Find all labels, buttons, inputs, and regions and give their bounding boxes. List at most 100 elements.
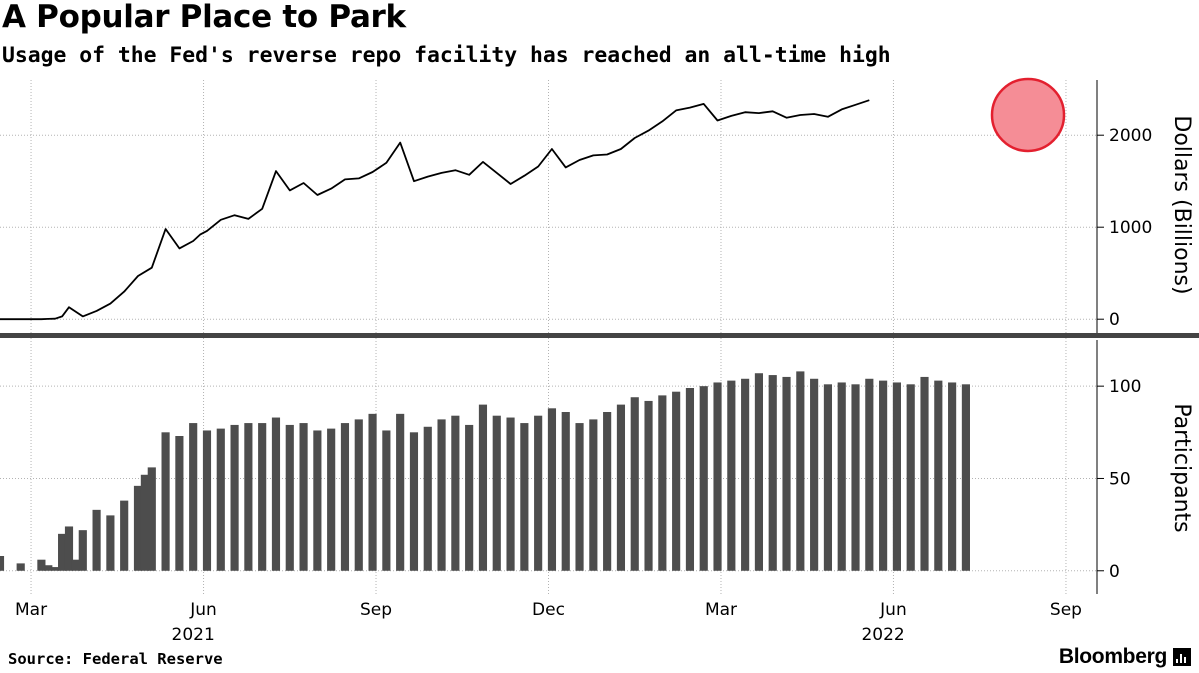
top-y-axis-title: Dollars (Billions) (1169, 115, 1194, 294)
bar (78, 530, 87, 571)
bar (465, 424, 474, 571)
bar (865, 378, 874, 571)
bar (189, 423, 198, 571)
bar (0, 556, 5, 571)
bar (796, 371, 805, 571)
bar (71, 559, 80, 571)
terminal-icon (1173, 648, 1191, 666)
bar (547, 408, 557, 571)
bar (299, 423, 308, 571)
x-tick-label: Jun (189, 600, 217, 620)
bar (382, 430, 391, 571)
bar (92, 509, 101, 571)
bar (685, 388, 695, 571)
bar (644, 400, 653, 571)
bar (892, 382, 901, 571)
line-panel (0, 77, 1066, 321)
bar (672, 391, 681, 571)
x-tick-label: Dec (532, 600, 565, 620)
bar (934, 380, 943, 571)
bar (561, 412, 570, 571)
bar (396, 413, 405, 571)
brand-name: Bloomberg (1058, 645, 1167, 668)
bar (534, 415, 543, 571)
bar (120, 500, 129, 571)
bar (106, 515, 115, 571)
bar-panel (0, 371, 970, 571)
bar (147, 467, 156, 571)
top-y-tick-label: 1000 (1109, 218, 1152, 238)
bar (810, 378, 819, 571)
bar (51, 567, 60, 571)
bottom-y-tick-label: 0 (1109, 562, 1120, 582)
brand-logo: Bloomberg (1059, 645, 1191, 669)
x-tick-label: Mar (15, 600, 47, 620)
bar (520, 423, 529, 571)
bar (140, 474, 149, 571)
bar (354, 419, 363, 571)
bar (727, 380, 736, 571)
bar (948, 382, 957, 571)
x-year-label: 2022 (861, 625, 904, 645)
bar (133, 485, 143, 571)
chart-subtitle: Usage of the Fed's reverse repo facility… (2, 43, 891, 68)
bar (616, 404, 626, 571)
bar (437, 419, 446, 571)
bar (506, 417, 515, 571)
bar (37, 559, 46, 571)
bar (961, 384, 970, 571)
bar (879, 380, 888, 571)
bar (768, 375, 777, 571)
bar (713, 382, 722, 571)
x-tick-label: Jun (879, 600, 907, 620)
bar (161, 432, 170, 571)
chart-title: A Popular Place to Park (2, 0, 406, 35)
bar (589, 419, 598, 571)
bar (230, 424, 239, 571)
bar (478, 404, 488, 571)
bar (244, 423, 253, 571)
bar (920, 376, 929, 571)
bar (327, 428, 336, 571)
x-year-label: 2021 (172, 625, 215, 645)
bottom-y-tick-label: 100 (1109, 377, 1141, 397)
bar (58, 533, 67, 571)
x-tick-label: Mar (705, 600, 737, 620)
x-tick-label: Sep (360, 600, 392, 620)
bar (340, 423, 350, 571)
bar (630, 397, 639, 571)
bar (603, 412, 612, 571)
top-y-tick-label: 0 (1109, 310, 1120, 330)
bar (782, 376, 791, 571)
bar (216, 428, 225, 571)
bar (271, 417, 281, 571)
bar (44, 565, 53, 571)
bar (492, 415, 501, 571)
x-tick-label: Sep (1050, 600, 1082, 620)
bar (451, 415, 460, 571)
panel-divider (0, 333, 1199, 338)
series-line (0, 99, 870, 321)
bar (823, 384, 833, 571)
source-note: Source: Federal Reserve (8, 650, 223, 668)
bar (16, 563, 25, 571)
bar (202, 430, 212, 571)
axis-layer: 0 1000 2000 0 50 100 Mar Jun Sep Dec Mar Jun Sep 2021… (0, 80, 1199, 645)
bar (754, 373, 764, 571)
highlight-circle (990, 77, 1066, 153)
bar (741, 378, 750, 571)
bar (258, 423, 267, 571)
top-y-tick-label: 2000 (1109, 126, 1152, 146)
bar (285, 424, 294, 571)
bar (368, 413, 377, 571)
bar (409, 432, 419, 571)
bottom-y-axis-title: Participants (1169, 403, 1194, 532)
bar (906, 384, 915, 571)
bar (837, 382, 846, 571)
bar (175, 436, 184, 571)
bar (658, 395, 667, 571)
bottom-y-tick-label: 50 (1109, 469, 1131, 489)
bar (851, 384, 860, 571)
bar (575, 423, 584, 571)
